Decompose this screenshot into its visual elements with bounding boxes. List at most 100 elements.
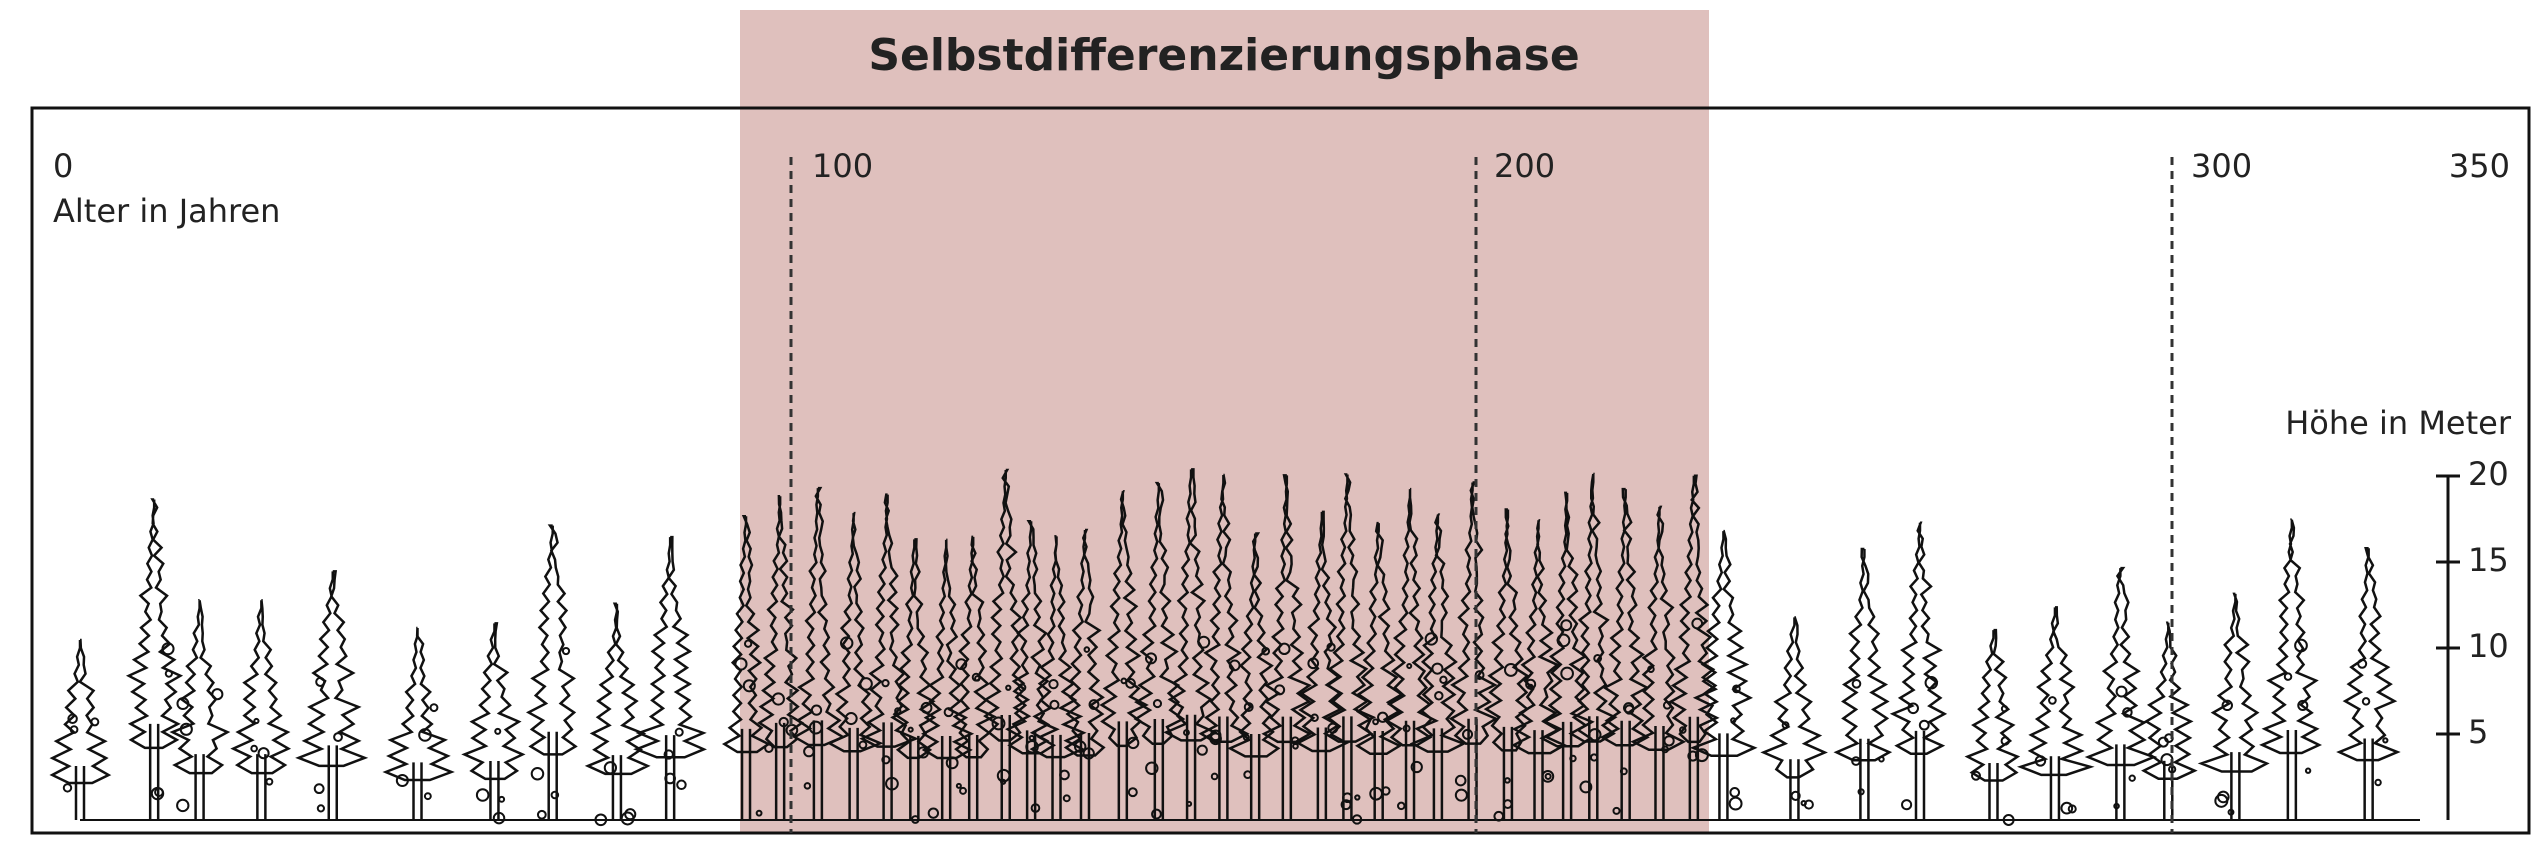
tree-crown [49,638,112,785]
tree-detail [844,712,858,726]
tree-detail [1017,683,1027,692]
tree-detail [1005,684,1012,691]
tree-detail [1502,799,1513,809]
tree-detail [150,786,165,801]
tree-detail [62,783,73,793]
forest [49,468,2420,827]
tree-crown [1198,473,1250,744]
tree-detail [90,717,100,727]
tree-detail [1406,663,1413,670]
tree-detail [1647,665,1655,673]
tree-detail [423,792,432,801]
tree-crown [1163,468,1218,742]
tree-crown [1355,521,1405,756]
tree-detail [1588,728,1602,742]
tree-crown [2016,606,2095,777]
tree-detail [1971,770,1981,781]
tree-detail [2357,658,2368,669]
tree-detail [2060,801,2074,815]
tree-detail [2000,705,2009,713]
tree-detail [1504,777,1511,784]
tree-detail [810,704,823,716]
tree-detail [1340,799,1352,811]
tree-crown [952,535,997,759]
tree-detail [674,727,684,737]
tree-detail [1454,788,1468,802]
tree-detail [164,669,173,678]
tree-crown [169,599,231,775]
tree-detail [1292,742,1299,750]
age-label: 200 [1494,147,1555,185]
tree-detail [1030,803,1041,813]
tree-detail [907,726,914,733]
tree-detail [1145,761,1159,775]
tree-detail [2115,685,2128,698]
tree-detail [1541,769,1555,783]
tree-detail [927,807,940,819]
tree-detail [1503,663,1518,677]
tree-crown [1689,529,1758,758]
tree-detail [1579,780,1593,794]
tree-detail [1209,729,1222,742]
tree-detail [1732,684,1741,694]
tree-detail [959,786,967,795]
phase-band [740,10,1709,833]
tree-crown [1321,473,1377,743]
tree-crown [721,514,771,754]
height-tick-label: 20 [2468,455,2509,493]
tree-detail [1028,734,1035,742]
tree-detail [250,744,258,753]
tree-crown [2259,518,2323,755]
tree-detail [676,779,687,791]
tree-crown [2084,566,2158,767]
tree-detail [257,747,270,760]
tree-crown [1599,487,1650,747]
tree-detail [1242,733,1250,741]
age-markers [789,157,2174,833]
tree-detail [1083,646,1091,653]
tree-detail [492,811,506,825]
height-tick-label: 10 [2468,627,2509,665]
tree-crown [1227,532,1281,758]
tree-detail [494,727,502,735]
tree-detail [1431,662,1444,675]
tree-crown [1964,628,2021,782]
tree-detail [771,692,785,706]
tree-detail [991,716,1006,731]
tree-detail [333,732,343,742]
tree-detail [1210,772,1219,781]
tree-detail [1461,728,1474,740]
tree-detail [885,776,899,791]
tree-crown [2141,621,2198,780]
height-tick-label: 15 [2468,541,2509,579]
age-axis-label: Alter in Jahren [53,192,280,230]
tree-detail [530,766,545,781]
tree-detail [1088,699,1100,710]
tree-crown [1668,474,1720,744]
tree-detail [67,713,78,725]
tree-detail [2113,802,2120,810]
tree-detail [755,809,763,817]
tree-detail [803,745,815,758]
tree-detail [2374,778,2382,787]
tree-detail [1396,801,1406,811]
tree-detail [1048,678,1059,690]
tree-detail [211,688,224,701]
tree-detail [955,658,968,671]
tree-detail [1059,769,1070,781]
tree-detail [1274,684,1286,696]
tree-detail [1369,786,1383,801]
tree-detail [1619,767,1628,776]
tree-detail [1527,683,1534,690]
tree-detail [1728,796,1743,811]
tree-detail [1125,678,1136,689]
tree-detail [2000,736,2010,746]
tree-detail [1661,745,1669,754]
tree-detail [1186,800,1193,807]
tree-detail [778,716,789,728]
tree-detail [764,743,774,753]
tree-detail [1687,750,1699,762]
tree-detail [418,728,432,742]
tree-detail [265,777,274,786]
